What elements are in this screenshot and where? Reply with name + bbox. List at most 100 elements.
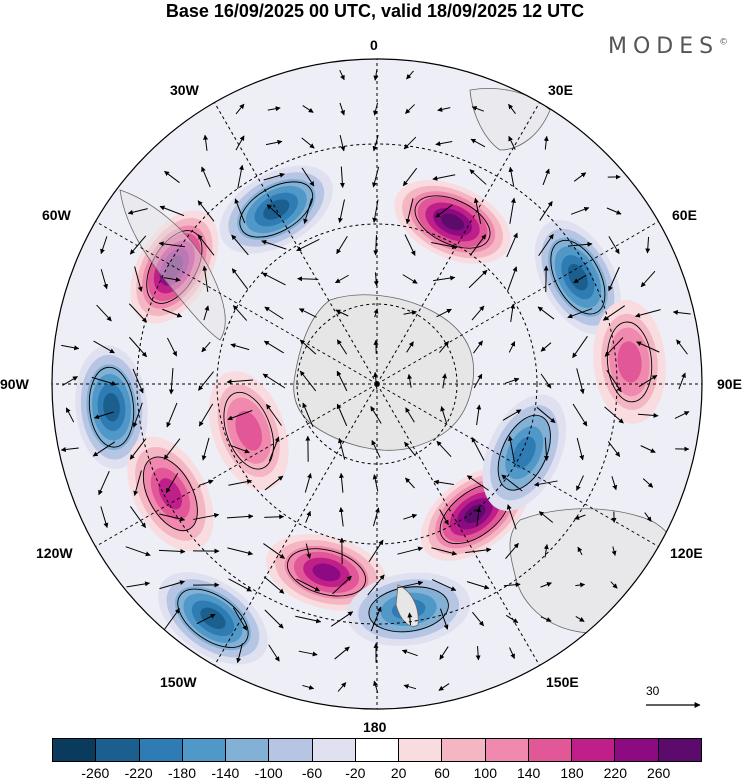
colorbar-tick-label: -220 [124, 765, 153, 781]
anomaly-contour [158, 478, 183, 510]
wind-arrow [542, 168, 550, 186]
wind-arrow [610, 581, 618, 589]
wind-arrow [638, 374, 658, 388]
wind-arrow [132, 402, 143, 428]
anomaly-pos-25e [394, 180, 511, 264]
wind-arrow [634, 309, 661, 318]
reference-vector-label: 30 [646, 684, 660, 698]
wind-arrow [367, 574, 385, 596]
wind-arrow [305, 510, 311, 523]
wind-arrow [228, 578, 252, 592]
wind-arrow [469, 169, 487, 185]
wind-arrow [339, 472, 344, 493]
wind-arrow [501, 474, 523, 492]
wind-arrow [226, 513, 254, 519]
wind-arrow [570, 206, 590, 215]
wind-arrow [440, 406, 448, 424]
wind-arrow [203, 134, 209, 151]
wind-arrow [268, 644, 280, 662]
wind-arrow [439, 646, 449, 660]
wind-arrow [299, 339, 317, 355]
wind-arrow [263, 340, 284, 354]
wind-arrow [476, 404, 482, 426]
wind-arrow [465, 547, 492, 554]
wind-arrow [92, 441, 116, 457]
wind-arrow [264, 609, 284, 629]
wind-arrow [335, 309, 349, 317]
wind-arrow [402, 274, 418, 284]
wind-arrow [338, 199, 345, 224]
wind-arrow [298, 308, 317, 318]
wind-arrow [301, 167, 315, 187]
wind-arrow [372, 507, 380, 527]
lon-label-60e: 60E [672, 207, 697, 223]
wind-arrow [166, 337, 178, 357]
wind-arrow [503, 582, 521, 588]
wind-arrow [264, 306, 284, 320]
wind-arrow [100, 506, 109, 529]
wind-arrow [572, 336, 588, 359]
wind-arrow [197, 234, 215, 256]
colorbar-tick-label: 60 [434, 765, 450, 781]
wind-arrow [227, 547, 254, 556]
colorbar-tick-label: 180 [560, 765, 584, 781]
lon-label-0: 0 [370, 37, 378, 53]
wind-arrow [405, 198, 414, 225]
anomaly-neg-60e [534, 219, 621, 335]
wind-arrow [637, 412, 659, 418]
wind-arrow [508, 135, 516, 150]
wind-arrow [334, 646, 350, 660]
wind-arrow [437, 106, 451, 112]
wind-arrow [133, 470, 142, 497]
wind-arrow [330, 611, 354, 627]
wind-arrow [508, 103, 516, 115]
contour-line [88, 366, 135, 448]
colorbar [52, 738, 702, 762]
wind-arrow [432, 174, 456, 181]
lon-label-150w: 150W [160, 674, 197, 690]
wind-arrow [60, 447, 79, 452]
wind-arrow [436, 308, 452, 318]
wind-arrow [371, 439, 381, 458]
wind-arrow [96, 304, 112, 322]
colorbar-cell [355, 739, 400, 761]
colorbar-tick-label: -140 [211, 765, 240, 781]
meridian [376, 221, 659, 385]
wind-arrow [436, 440, 452, 458]
anomaly-pos-165w [265, 534, 388, 611]
wind-arrow [267, 106, 281, 112]
map-title: Base 16/09/2025 00 UTC, valid 18/09/2025… [165, 1, 585, 21]
colorbar-cell [658, 739, 701, 761]
wind-arrow [611, 476, 618, 491]
wind-arrow [505, 542, 519, 559]
wind-arrow [506, 232, 518, 258]
anomaly-pos-120w-inner [208, 371, 289, 491]
wind-arrow [336, 403, 348, 427]
wind-arrow [433, 275, 456, 282]
colorbar-cell [312, 739, 356, 761]
colorbar-tick-label: 20 [390, 765, 407, 781]
wind-arrow [543, 437, 549, 462]
brand-mark: © [719, 37, 729, 48]
wind-arrow [91, 376, 117, 386]
wind-arrow [401, 649, 418, 657]
wind-arrow [574, 514, 586, 520]
wind-arrow [403, 310, 417, 316]
wind-arrow [159, 205, 185, 217]
anomaly-neg-90w [75, 345, 148, 470]
colorbar-ticks: -260 -220 -180 -140 -100 -60 -20 20 60 100 140 180 2… [52, 765, 702, 783]
meridian [376, 102, 540, 385]
wind-arrow [193, 512, 220, 520]
meridian [95, 383, 378, 547]
wind-arrow [404, 441, 416, 457]
wind-arrow [573, 274, 587, 284]
wind-arrow [231, 234, 249, 256]
anomaly-contour [440, 213, 465, 231]
wind-arrow [540, 582, 552, 588]
brand-text: MODES [608, 34, 720, 59]
wind-arrow [466, 475, 489, 491]
wind-arrow [404, 234, 416, 256]
wind-arrow [164, 608, 180, 630]
wind-arrow [338, 437, 346, 460]
wind-arrow [163, 438, 181, 460]
